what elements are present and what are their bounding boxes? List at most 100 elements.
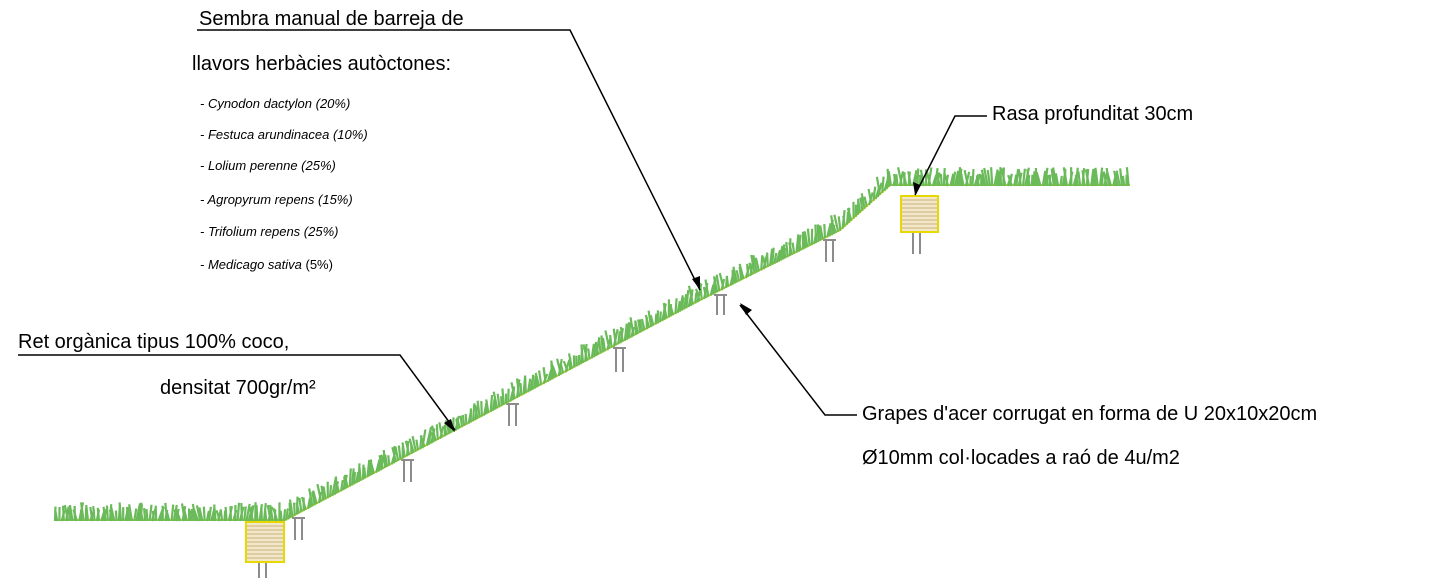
grass-blade bbox=[363, 467, 367, 479]
grass-blade bbox=[680, 297, 685, 311]
grass-blade bbox=[266, 504, 272, 522]
grass-blade bbox=[1102, 171, 1108, 187]
grass-blade bbox=[295, 502, 301, 514]
grass-blade bbox=[857, 200, 862, 213]
grass-blade bbox=[587, 348, 591, 360]
grass-blade bbox=[1054, 173, 1060, 187]
grass-blade bbox=[542, 367, 547, 384]
grass-blade bbox=[154, 505, 158, 522]
grass-blade bbox=[556, 358, 563, 375]
grass-blade bbox=[564, 359, 571, 373]
grass-blade bbox=[170, 504, 175, 522]
grass-blade bbox=[986, 169, 992, 187]
grass-blade bbox=[182, 506, 189, 522]
grass-blade bbox=[401, 442, 406, 458]
grass-blade bbox=[496, 393, 501, 408]
grass-blade bbox=[229, 506, 233, 522]
grass-blade bbox=[1047, 174, 1053, 187]
grass-blade bbox=[980, 169, 987, 187]
grass-blade bbox=[619, 326, 624, 343]
grass-blade bbox=[279, 510, 283, 522]
grass-blade bbox=[791, 242, 796, 255]
grass-blade bbox=[695, 288, 701, 302]
grass-blade bbox=[118, 502, 123, 522]
grass-blade bbox=[601, 337, 607, 352]
grass-blade bbox=[328, 485, 333, 498]
grass-blade bbox=[559, 363, 565, 374]
grass-blade bbox=[1106, 171, 1113, 187]
grass-blade bbox=[1098, 167, 1104, 187]
grass-blade bbox=[902, 173, 908, 187]
grass-blade bbox=[640, 318, 646, 331]
grass-blade bbox=[916, 168, 920, 187]
grass-blade bbox=[461, 414, 466, 427]
grass-blade bbox=[248, 506, 255, 522]
grass-cover bbox=[53, 166, 1130, 522]
net-arrowhead bbox=[444, 419, 455, 432]
grass-blade bbox=[355, 471, 360, 484]
grass-blade bbox=[1121, 175, 1126, 187]
grass-blade bbox=[219, 509, 224, 522]
grass-blade bbox=[284, 508, 289, 521]
grass-blade bbox=[975, 175, 981, 187]
grass-blade bbox=[704, 279, 710, 297]
grass-blade bbox=[68, 504, 74, 522]
grass-blade bbox=[654, 313, 658, 325]
grass-blade bbox=[419, 435, 426, 448]
grass-blade bbox=[860, 193, 866, 210]
grass-blade bbox=[958, 166, 965, 187]
grass-blade bbox=[108, 509, 114, 522]
grass-blade bbox=[205, 510, 210, 522]
grass-blade bbox=[881, 176, 885, 194]
grass-blade bbox=[408, 438, 415, 454]
grass-blade bbox=[951, 171, 957, 187]
grass-blade bbox=[647, 310, 653, 328]
grass-blade bbox=[590, 343, 595, 359]
grass-blade bbox=[339, 479, 344, 492]
grass-blade bbox=[138, 505, 145, 522]
grass-blade bbox=[669, 304, 675, 316]
grass-blade bbox=[779, 244, 786, 261]
grass-blade bbox=[474, 404, 479, 420]
grass-blade bbox=[404, 440, 411, 456]
species-item: - Agropyrum repens (15%) bbox=[200, 192, 353, 207]
grass-blade bbox=[67, 506, 72, 522]
grass-blade bbox=[993, 169, 999, 187]
grass-blade bbox=[300, 496, 307, 511]
grass-blade bbox=[983, 167, 989, 187]
grass-blade bbox=[308, 488, 314, 507]
grass-blade bbox=[683, 294, 688, 310]
grass-blade bbox=[89, 506, 94, 522]
grass-blade bbox=[320, 485, 325, 501]
trench-label: Rasa profunditat 30cm bbox=[992, 103, 1194, 125]
grass-blade bbox=[255, 505, 259, 522]
grass-blade bbox=[455, 417, 461, 429]
grass-blade bbox=[1119, 168, 1124, 187]
grass-blade bbox=[895, 174, 899, 187]
grass-blade bbox=[1077, 171, 1082, 187]
grass-blade bbox=[725, 275, 730, 288]
leader-lines bbox=[18, 29, 987, 431]
grass-blade bbox=[459, 415, 464, 428]
grass-blade bbox=[195, 505, 202, 522]
grass-blade bbox=[282, 509, 287, 522]
grass-blade bbox=[180, 503, 186, 522]
grass-blade bbox=[897, 167, 904, 187]
grass-blade bbox=[1092, 168, 1097, 187]
grass-blade bbox=[387, 455, 391, 466]
trench-leader-line bbox=[914, 115, 987, 196]
grass-blade bbox=[594, 342, 600, 356]
grass-blade bbox=[519, 382, 523, 396]
grass-blade bbox=[397, 445, 402, 460]
grass-blade bbox=[785, 241, 789, 258]
grass-blade bbox=[264, 510, 268, 522]
grass-blade bbox=[658, 311, 662, 323]
grass-blade bbox=[531, 374, 535, 390]
u-staple bbox=[714, 294, 727, 315]
grass-blade bbox=[411, 435, 417, 452]
u-staple bbox=[401, 459, 414, 482]
grass-blade bbox=[510, 382, 516, 400]
grass-blade bbox=[524, 375, 527, 394]
grass-blade bbox=[207, 506, 212, 522]
grass-blade bbox=[953, 170, 960, 187]
